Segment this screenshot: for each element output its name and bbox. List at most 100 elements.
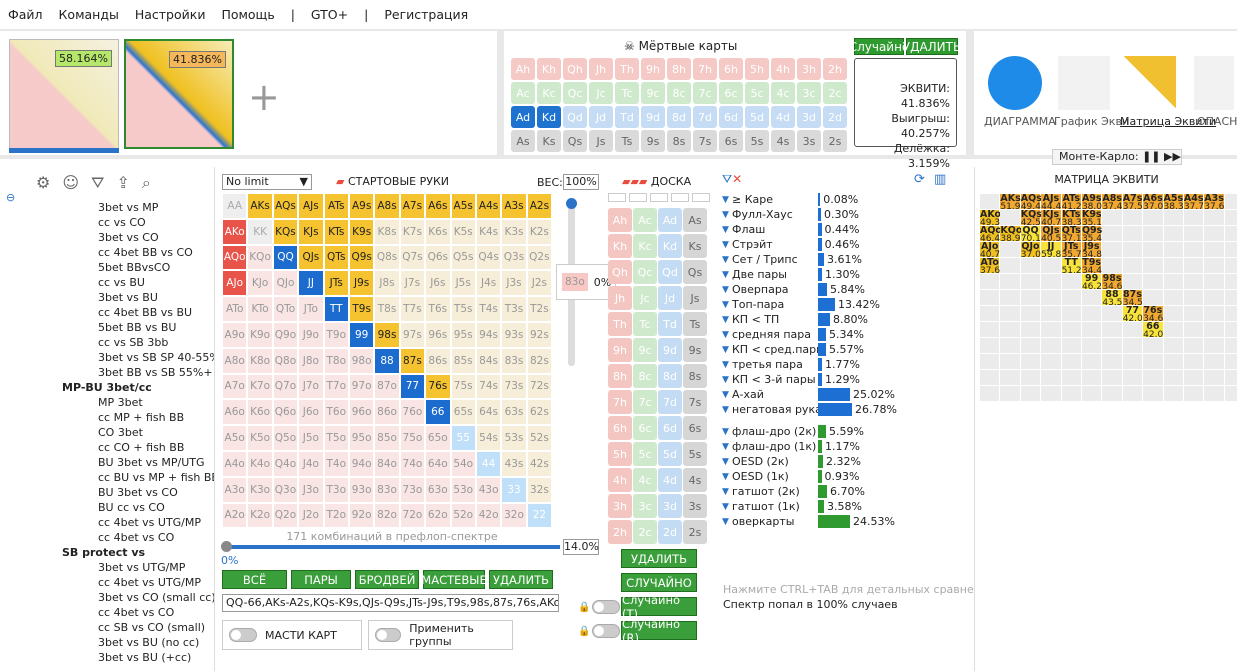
dead-random-button[interactable]: Случайно — [848, 38, 910, 55]
filter-icon[interactable]: ▼ — [722, 344, 729, 355]
suits-switch[interactable] — [229, 628, 257, 642]
hand-cell[interactable]: 64o — [425, 450, 451, 477]
hand-cell[interactable]: J6o — [298, 399, 324, 426]
hand-cell[interactable]: 65s — [450, 399, 476, 426]
dead-card[interactable]: Kc — [537, 82, 561, 104]
hand-cell[interactable]: T6o — [323, 399, 349, 426]
hand-cell[interactable]: 82s — [526, 347, 553, 374]
hand-cell[interactable]: QJo — [272, 270, 299, 297]
hand-cell[interactable]: K4o — [247, 450, 273, 477]
hand-cell[interactable]: T3o — [323, 476, 349, 503]
dead-card[interactable]: 2c — [823, 82, 847, 104]
hand-cell[interactable]: TT — [323, 296, 349, 322]
range-slider-handle[interactable] — [221, 541, 232, 552]
filter-icon[interactable]: ▼ — [722, 374, 729, 385]
hand-cell[interactable]: 85o — [374, 425, 400, 451]
tree-item[interactable]: cc SB vs CO (small) — [98, 621, 206, 634]
board-card[interactable]: Qc — [633, 260, 657, 284]
hand-cell[interactable]: A5s — [450, 193, 476, 219]
board-card[interactable]: 3h — [608, 494, 632, 518]
dead-card[interactable]: 6s — [719, 130, 743, 152]
matrix-label[interactable]: Матрица Эквити — [1120, 115, 1217, 128]
hand-cell[interactable]: T6s — [425, 296, 451, 322]
hand-cell[interactable]: T2s — [526, 296, 553, 322]
range-slider[interactable] — [224, 545, 560, 549]
hand-cell[interactable]: T5o — [323, 425, 349, 451]
board-card[interactable]: Qd — [658, 260, 682, 284]
board-card[interactable]: Jd — [658, 286, 682, 310]
dead-delete-button[interactable]: УДАЛИТЬ — [902, 38, 962, 55]
hand-cell[interactable]: 86o — [374, 399, 400, 426]
tree-item[interactable]: MP 3bet — [98, 396, 143, 409]
hand-cell[interactable]: T7o — [323, 373, 349, 400]
hand-cell[interactable]: T2o — [323, 502, 349, 529]
board-card[interactable]: Td — [658, 312, 682, 336]
dead-card[interactable]: 3d — [797, 106, 821, 128]
board-slot[interactable] — [692, 193, 710, 202]
dead-card[interactable]: Kh — [537, 58, 561, 80]
dead-card[interactable]: Js — [589, 130, 613, 152]
filter-icon[interactable]: ▼ — [722, 471, 729, 482]
filter-icon[interactable]: ▼ — [722, 314, 729, 325]
dead-card[interactable]: Jd — [589, 106, 613, 128]
filter-icon[interactable]: ⛛ — [91, 173, 117, 192]
hand-cell[interactable]: J6s — [425, 270, 451, 297]
dead-card[interactable]: Ad — [511, 106, 535, 128]
hand-cell[interactable]: 87s — [399, 347, 426, 374]
hand-cell[interactable]: J8o — [298, 347, 324, 374]
hand-cell[interactable]: 42s — [526, 450, 553, 477]
weight-input[interactable]: 100% — [563, 174, 599, 190]
dead-card[interactable]: 7s — [693, 130, 717, 152]
hand-cell[interactable]: K9o — [247, 321, 273, 348]
range-a-thumb[interactable]: 58.164% — [9, 39, 119, 149]
dead-card[interactable]: Ts — [615, 130, 639, 152]
random-r-button[interactable]: Случайно (R) — [621, 617, 697, 645]
dead-card[interactable]: 4c — [771, 82, 795, 104]
dead-card[interactable]: 9c — [641, 82, 665, 104]
dead-card[interactable]: 9h — [641, 58, 665, 80]
hand-cell[interactable]: J3o — [298, 476, 324, 503]
dead-card[interactable]: 4s — [771, 130, 795, 152]
filter-icon[interactable]: ⛛ — [722, 172, 733, 186]
dead-card[interactable]: Jh — [589, 58, 613, 80]
hand-button-2[interactable]: БРОДВЕЙ — [355, 570, 419, 589]
board-card[interactable]: 8c — [633, 364, 657, 388]
hand-cell[interactable]: A8o — [222, 347, 248, 374]
hand-cell[interactable]: 93s — [501, 321, 527, 348]
hand-cell[interactable]: 94o — [348, 450, 375, 477]
filter-icon[interactable]: ▼ — [722, 269, 729, 280]
board-card[interactable]: 3d — [658, 494, 682, 518]
hand-cell[interactable]: A8s — [374, 193, 400, 219]
hand-cell[interactable]: A9o — [222, 321, 248, 348]
range-b-thumb[interactable]: 41.836% — [124, 39, 234, 149]
hand-cell[interactable]: KTo — [247, 296, 273, 322]
hand-cell[interactable]: 42o — [475, 502, 502, 529]
matrix-icon[interactable] — [1124, 56, 1176, 110]
dead-card[interactable]: Ac — [511, 82, 535, 104]
dead-card[interactable]: Qc — [563, 82, 587, 104]
hand-cell[interactable]: KQo — [247, 244, 273, 271]
board-card[interactable]: 7d — [658, 390, 682, 414]
hand-cell[interactable]: A5o — [222, 425, 248, 451]
hand-cell[interactable]: 62o — [425, 502, 451, 529]
menu-item[interactable]: Файл — [8, 7, 43, 22]
hand-cell[interactable]: 83o — [374, 476, 400, 503]
hand-cell[interactable]: 54o — [450, 450, 476, 477]
hand-cell[interactable]: Q4s — [475, 244, 502, 271]
hand-cell[interactable]: J4o — [298, 450, 324, 477]
filter-icon[interactable]: ▼ — [722, 389, 729, 400]
hand-cell[interactable]: 32s — [526, 476, 553, 503]
hand-cell[interactable]: K4s — [475, 218, 502, 245]
dead-card[interactable]: Qh — [563, 58, 587, 80]
hand-cell[interactable]: J9s — [348, 270, 375, 297]
tree-item[interactable]: 3bet vs BU (no cc) — [98, 636, 200, 649]
hand-cell[interactable]: 86s — [425, 347, 451, 374]
hand-button-3[interactable]: МАСТЕВЫЕ — [421, 570, 487, 589]
hand-cell[interactable]: KK — [247, 218, 273, 245]
graph-label[interactable]: График Экви — [1054, 115, 1130, 128]
hand-cell[interactable]: 85s — [450, 347, 476, 374]
tree-item[interactable]: CO 3bet — [98, 426, 143, 439]
board-card[interactable]: Ac — [633, 208, 657, 232]
dead-card[interactable]: 6c — [719, 82, 743, 104]
hand-cell[interactable]: JTo — [298, 296, 324, 322]
